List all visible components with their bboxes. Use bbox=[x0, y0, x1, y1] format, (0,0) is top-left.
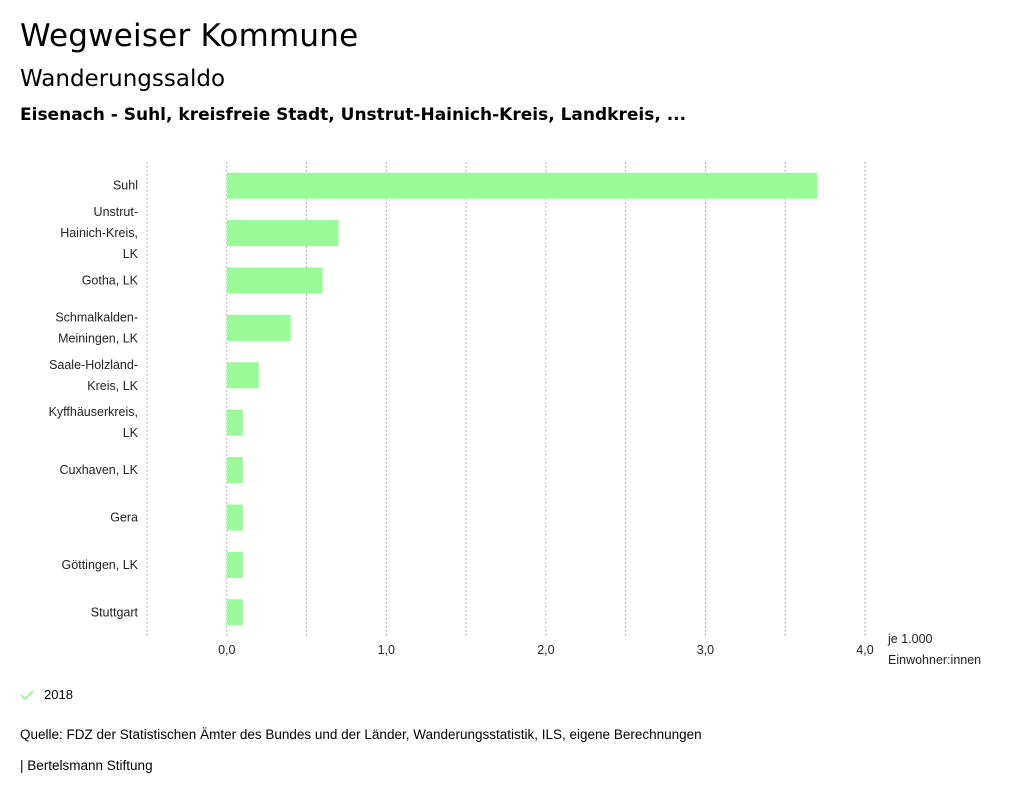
bar bbox=[226, 409, 243, 436]
bar bbox=[226, 172, 818, 199]
x-tick-label: 3,0 bbox=[697, 643, 714, 657]
legend-check-icon bbox=[20, 689, 34, 700]
x-axis-unit-label: Einwohner:innen bbox=[888, 653, 981, 667]
page-title: Wegweiser Kommune bbox=[20, 18, 359, 54]
legend-label: 2018 bbox=[44, 687, 73, 702]
category-label: Saale-Holzland- bbox=[49, 358, 138, 372]
category-label: LK bbox=[123, 426, 139, 440]
category-label: Meiningen, LK bbox=[58, 331, 139, 345]
x-tick-label: 2,0 bbox=[537, 643, 554, 657]
x-tick-label: 4,0 bbox=[856, 643, 873, 657]
bar-chart: Suhl Unstrut- Hainich-Kreis, LK Gotha, LK Sch… bbox=[49, 162, 981, 667]
bar bbox=[226, 551, 243, 578]
bar bbox=[226, 314, 291, 341]
chart-subtitle: Wanderungssaldo bbox=[20, 66, 226, 92]
bar bbox=[226, 267, 323, 294]
x-axis-unit-label: je 1.000 bbox=[887, 632, 933, 646]
source-note: Quelle: FDZ der Statistischen Ämter des … bbox=[20, 727, 702, 742]
category-label: Göttingen, LK bbox=[62, 558, 139, 572]
category-label: Unstrut- bbox=[94, 205, 138, 219]
x-tick-label: 1,0 bbox=[378, 643, 395, 657]
legend[interactable]: 2018 bbox=[20, 687, 73, 702]
category-label: Schmalkalden- bbox=[55, 310, 138, 324]
publisher-note: | Bertelsmann Stiftung bbox=[20, 758, 153, 773]
category-label: Suhl bbox=[113, 179, 138, 193]
category-label: Kreis, LK bbox=[87, 379, 138, 393]
bar bbox=[226, 504, 243, 531]
region-label: Eisenach - Suhl, kreisfreie Stadt, Unstr… bbox=[20, 105, 687, 125]
category-label: Stuttgart bbox=[91, 605, 139, 619]
bar bbox=[226, 220, 339, 247]
category-label: Hainich-Kreis, bbox=[60, 226, 138, 240]
category-label: Gera bbox=[110, 511, 138, 525]
bar bbox=[226, 599, 243, 626]
x-tick-label: 0,0 bbox=[218, 643, 235, 657]
bar bbox=[226, 362, 259, 389]
category-label: Cuxhaven, LK bbox=[59, 463, 138, 477]
category-label: Kyffhäuserkreis, bbox=[49, 405, 138, 419]
category-label: LK bbox=[123, 247, 139, 261]
category-label: Gotha, LK bbox=[82, 274, 139, 288]
bar bbox=[226, 457, 243, 484]
